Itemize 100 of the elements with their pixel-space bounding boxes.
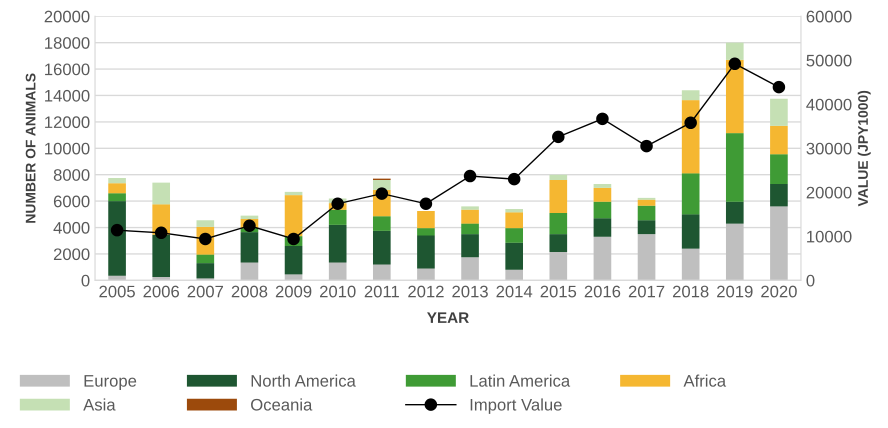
point [331,198,344,210]
bar [372,230,391,264]
legend-label: Africa [684,374,726,387]
bar [638,206,656,220]
bar [417,235,435,268]
x-tick-label: 2012 [408,286,444,298]
legend-label: Oceania [251,398,312,411]
point [287,232,300,246]
bar [638,234,656,280]
y-tick-label: 20000 [44,10,90,22]
x-tick-label: 2013 [452,286,488,298]
bar [770,206,788,280]
x-tick-label: 2011 [364,286,399,298]
bar [372,216,391,231]
bar [594,202,612,218]
x-tick-label: 2016 [584,286,620,298]
point [728,58,742,70]
bar [770,184,788,206]
bar [417,211,435,228]
y-tick-label: 0 [82,274,90,287]
bar [682,90,700,100]
bar [638,220,656,234]
bar [328,210,347,225]
bar [594,218,612,237]
x-tick-label: 2007 [188,286,224,298]
y2-tick-label: 20000 [806,186,852,199]
bar [505,209,524,212]
y-tick-label: 14000 [45,90,90,102]
bar [284,246,302,274]
bar [284,192,302,196]
y-axis-title: NUMBER OF ANIMALS [26,73,36,223]
x-tick-label: 2014 [496,286,532,298]
y2-tick-label: 0 [806,274,814,287]
bar [726,224,744,280]
bar [461,210,479,224]
legend-label: Latin America [470,374,570,387]
x-tick-label: 2010 [320,286,356,298]
bar [594,184,612,188]
bar [594,188,612,202]
bar [152,277,170,280]
legend-label: North America [252,374,356,387]
bar [682,214,700,249]
bar [461,206,479,210]
bar [682,173,700,214]
y-tick-label: 12000 [45,116,90,128]
point [508,172,520,186]
bar [108,201,126,276]
point [640,140,653,152]
bar [240,216,258,219]
point [464,170,476,182]
y-tick-label: 16000 [45,63,90,76]
bar [726,202,744,224]
point [596,112,609,126]
x-tick-label: 2008 [232,286,268,298]
bar [284,274,302,280]
y-tick-label: 2000 [54,248,90,260]
bar [240,232,258,263]
y-tick-label: 6000 [54,196,90,208]
x-tick-label: 2006 [144,286,180,298]
bar [152,182,170,204]
bar [108,193,126,202]
point [684,116,697,130]
y2-tick-label: 50000 [806,54,852,66]
y2-tick-label: 30000 [806,142,852,155]
bar [417,268,435,280]
legend-label: Import Value [470,398,562,414]
bar [726,42,744,60]
y-tick-label: 8000 [54,169,90,181]
bar [372,264,391,280]
bar [461,234,479,258]
y2-tick-label: 60000 [806,10,852,22]
bar [505,228,524,243]
bar [196,220,214,227]
bar [594,236,612,280]
bar [196,263,214,278]
x-tick-label: 2020 [761,286,797,298]
bar [505,212,524,228]
x-tick-label: 2019 [717,286,753,298]
bar [108,183,126,194]
bar [682,248,700,280]
point [376,187,388,200]
bar [505,270,524,280]
y-tick-label: 18000 [45,37,90,49]
bar [638,200,656,206]
bar [284,195,302,236]
y2-tick-label: 40000 [806,98,852,110]
bar [328,262,347,280]
bar [461,224,479,234]
x-tick-label: 2015 [540,286,576,298]
bar [328,224,347,263]
bar [726,133,744,202]
point [772,80,786,94]
bar [770,154,788,184]
bar [549,252,568,280]
x-tick-label: 2018 [672,286,708,298]
bar [417,228,435,236]
bar [549,180,568,213]
legend-label: Asia [83,398,116,411]
x-axis-title: YEAR [427,312,469,323]
bar [108,276,126,280]
